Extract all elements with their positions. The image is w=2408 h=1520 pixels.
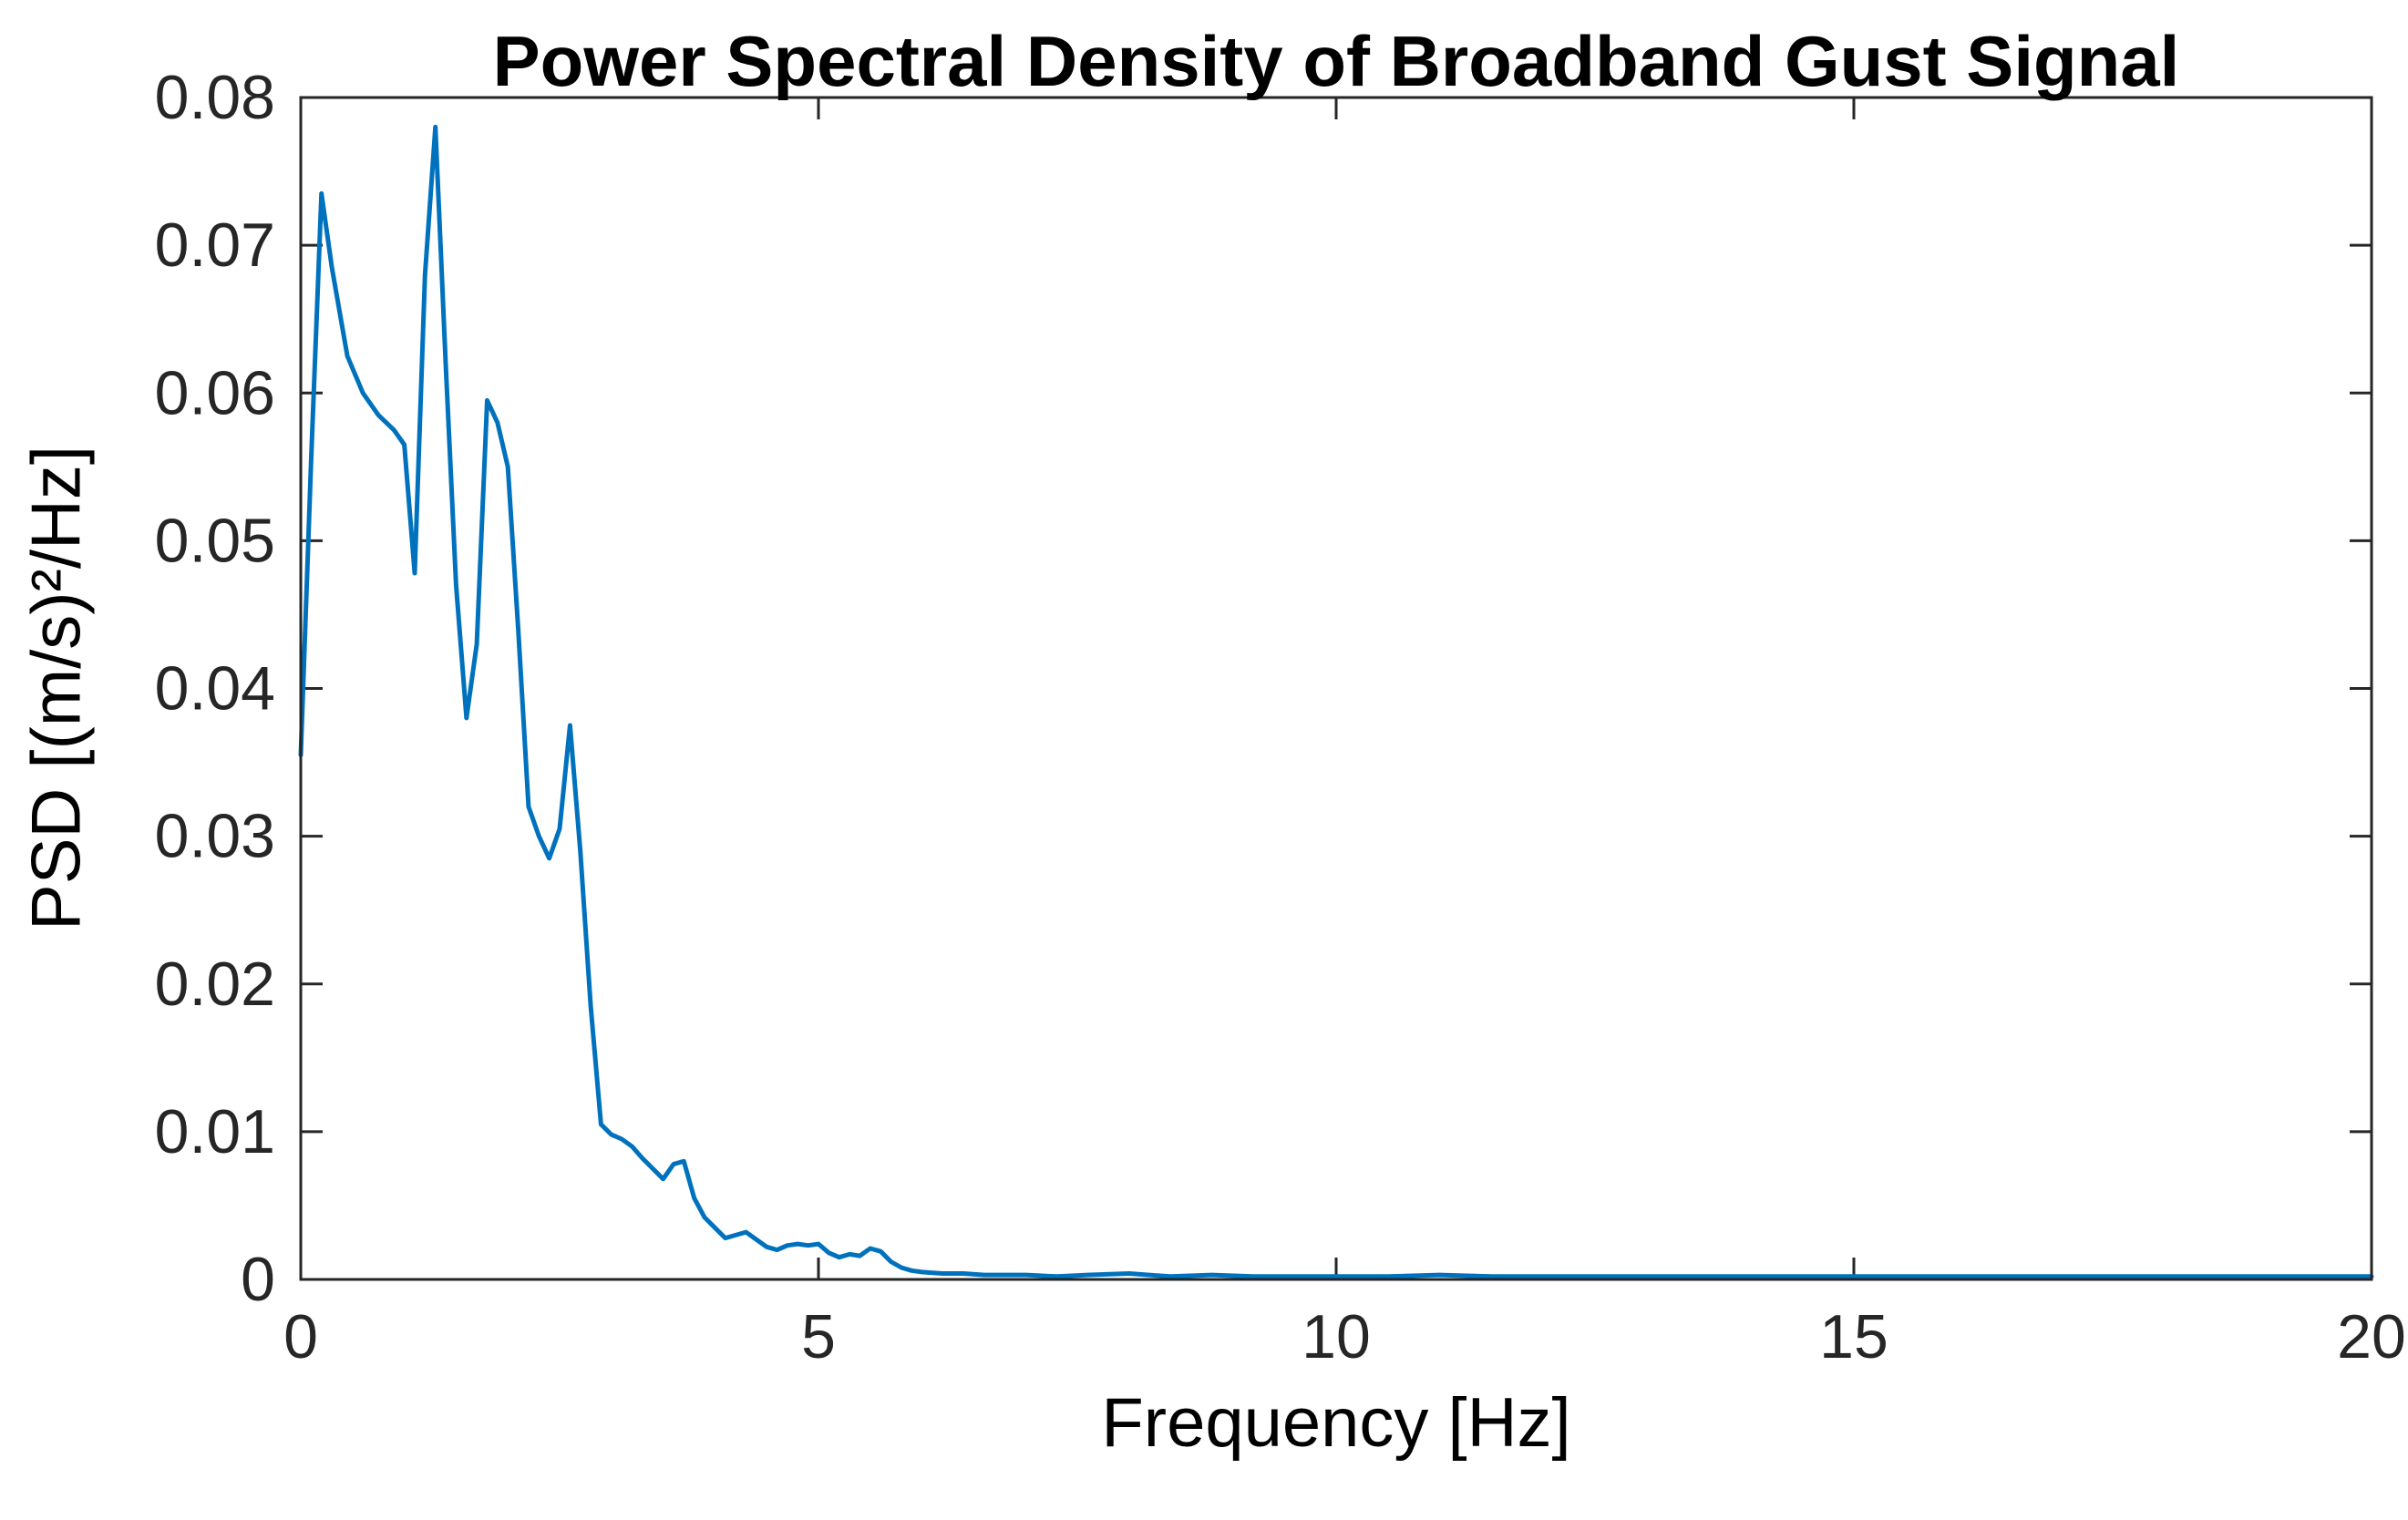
x-axis-label: Frequency [Hz] [1101,1384,1571,1462]
y-tick-label: 0.04 [155,654,275,724]
chart-title: Power Spectral Density of Broadband Gust… [492,21,2180,101]
psd-line [298,124,2374,1279]
x-tick-label: 5 [801,1302,836,1371]
y-tick-label: 0.03 [155,802,275,871]
x-tick-label: 10 [1302,1302,1371,1371]
x-tick-label: 15 [1819,1302,1888,1371]
y-tick-label: 0.02 [155,950,275,1019]
axes-box [299,96,2373,1281]
y-tick-label: 0.08 [155,63,275,132]
y-tick-label: 0.06 [155,358,275,427]
y-axis-label: PSD [(m/s)²/Hz] [17,446,96,930]
y-tick-label: 0.05 [155,506,275,575]
plot-background [301,98,2372,1279]
y-tick-label: 0 [241,1245,275,1314]
y-tick-label: 0.07 [155,211,275,280]
x-tick-label: 20 [2337,1302,2406,1371]
x-tick-label: 0 [283,1302,318,1371]
y-tick-label: 0.01 [155,1097,275,1166]
